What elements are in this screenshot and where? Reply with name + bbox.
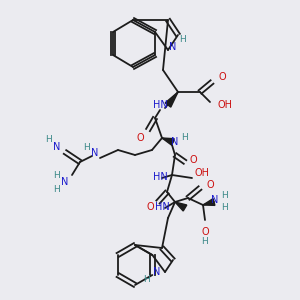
Text: HN: HN (154, 202, 169, 212)
Polygon shape (175, 202, 187, 211)
Text: HN: HN (153, 100, 167, 110)
Text: H: H (46, 136, 52, 145)
Text: N: N (169, 42, 177, 52)
Text: H: H (84, 142, 90, 152)
Text: O: O (136, 133, 144, 143)
Text: H: H (202, 238, 208, 247)
Text: O: O (206, 180, 214, 190)
Text: O: O (201, 227, 209, 237)
Polygon shape (165, 92, 178, 107)
Text: H: H (54, 170, 60, 179)
Text: N: N (53, 142, 61, 152)
Text: OH: OH (218, 100, 232, 110)
Text: N: N (211, 195, 219, 205)
Polygon shape (203, 199, 215, 206)
Text: N: N (153, 267, 161, 277)
Text: H: H (180, 35, 186, 44)
Text: O: O (218, 72, 226, 82)
Text: N: N (91, 148, 99, 158)
Text: H: H (54, 185, 60, 194)
Text: O: O (189, 155, 197, 165)
Polygon shape (162, 138, 174, 145)
Text: H: H (222, 202, 228, 211)
Text: H: H (222, 190, 228, 200)
Text: HN: HN (153, 172, 167, 182)
Text: N: N (61, 177, 69, 187)
Text: H: H (182, 133, 188, 142)
Text: H: H (144, 275, 150, 284)
Text: OH: OH (194, 168, 209, 178)
Text: O: O (146, 202, 154, 212)
Text: N: N (171, 137, 179, 147)
